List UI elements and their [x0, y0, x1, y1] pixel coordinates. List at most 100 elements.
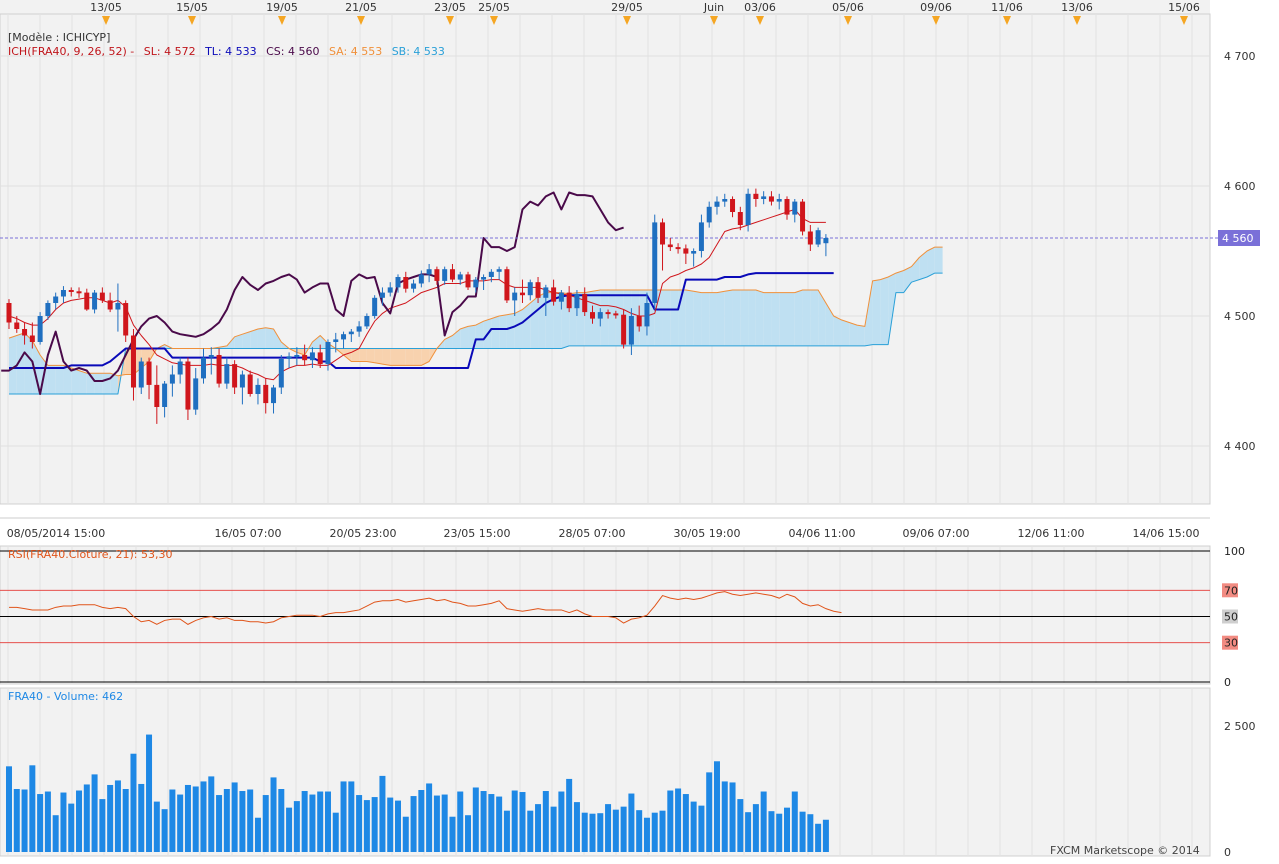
date-marker [756, 16, 764, 25]
candle-body [667, 244, 673, 248]
cloud-segment [732, 290, 741, 346]
volume-bar [822, 819, 829, 852]
volume-bar [496, 796, 503, 852]
candle-body [208, 355, 214, 358]
x-axis-label: 20/05 23:00 [330, 527, 397, 540]
cloud-segment [545, 292, 554, 349]
volume-bar [37, 794, 44, 852]
candle-body [761, 196, 767, 199]
candle-body [582, 293, 588, 313]
date-marker [188, 16, 196, 25]
candle-body [652, 222, 658, 303]
volume-bar [270, 777, 277, 852]
volume-bar [107, 784, 114, 852]
volume-bar [441, 794, 448, 852]
volume-bar [628, 793, 635, 852]
top-axis-background [0, 0, 1210, 14]
cloud-segment [748, 290, 756, 346]
top-date-label: Juin [703, 1, 724, 14]
volume-bar [6, 766, 12, 852]
volume-label: FRA40 - Volume: 462 [8, 690, 124, 703]
x-axis-label: 16/05 07:00 [215, 527, 282, 540]
top-date-label: 13/06 [1061, 1, 1093, 14]
cloud-segment [491, 316, 500, 349]
candle-body [512, 292, 518, 301]
cloud-segment [250, 329, 258, 349]
candle-body [660, 222, 666, 245]
volume-bar [340, 781, 347, 852]
candle-body [286, 356, 292, 359]
volume-bar [737, 799, 744, 852]
cloud-segment [841, 319, 850, 346]
volume-bar [161, 809, 168, 852]
rsi-tick-label: 50 [1224, 611, 1238, 624]
candle-body [481, 277, 487, 280]
volume-panel: 2 500 0 [6, 720, 1256, 859]
volume-bar [752, 804, 759, 852]
volume-bar [200, 781, 207, 852]
volume-bar [449, 816, 456, 852]
candle-body [628, 316, 634, 345]
date-marker [446, 16, 454, 25]
volume-bar [651, 812, 658, 852]
date-marker [490, 16, 498, 25]
candle-body [465, 274, 471, 288]
volume-bar [643, 817, 650, 852]
rsi-tick-label: 70 [1224, 584, 1238, 597]
volume-bar [535, 804, 542, 852]
volume-bar [566, 778, 573, 852]
x-axis-label: 14/06 15:00 [1133, 527, 1200, 540]
volume-bar [612, 809, 619, 852]
candle-body [745, 193, 751, 225]
candle-body [691, 251, 697, 254]
x-axis-label: 08/05/2014 15:00 [7, 527, 106, 540]
date-marker [932, 16, 940, 25]
price-plot-background [0, 13, 1211, 505]
volume-bar [457, 791, 464, 852]
top-date-label: 05/06 [832, 1, 864, 14]
candle-body [426, 269, 432, 275]
candle-body [730, 199, 736, 212]
top-date-label: 19/05 [266, 1, 298, 14]
candle-body [302, 355, 308, 361]
volume-bar [597, 813, 604, 852]
cloud-segment [724, 290, 733, 346]
candle-body [14, 322, 20, 329]
top-date-label: 25/05 [478, 1, 510, 14]
candle-body [706, 206, 712, 223]
date-marker [357, 16, 365, 25]
volume-bar [52, 815, 59, 852]
volume-bar [262, 795, 269, 852]
candle-body [309, 352, 315, 361]
candle-body [613, 313, 619, 316]
candle-body [247, 374, 253, 394]
candle-body [130, 335, 136, 388]
candle-body [177, 361, 183, 375]
cloud-segment [911, 257, 920, 283]
candle-body [784, 199, 790, 215]
date-marker [710, 16, 718, 25]
date-marker [1003, 16, 1011, 25]
cloud-segment [343, 348, 352, 362]
candle-body [698, 222, 704, 251]
candle-body [255, 384, 261, 394]
volume-bar [745, 812, 752, 852]
volume-bar [278, 789, 285, 852]
volume-bar [371, 797, 378, 852]
candle-body [418, 274, 424, 284]
candle-body [590, 312, 595, 319]
cloud-segment [716, 291, 725, 346]
cloud-segment [102, 373, 111, 394]
candle-body [115, 303, 121, 310]
candle-body [224, 364, 230, 384]
volume-bar [177, 794, 184, 852]
volume-bar [324, 791, 331, 852]
volume-bar [426, 783, 433, 852]
top-date-label: 15/05 [176, 1, 208, 14]
tenkan-line [8, 208, 826, 381]
cloud-segment [257, 327, 266, 349]
volume-bar [815, 823, 822, 852]
candle-body [714, 201, 720, 207]
cloud-segment [693, 291, 702, 346]
candle-body [403, 277, 409, 289]
